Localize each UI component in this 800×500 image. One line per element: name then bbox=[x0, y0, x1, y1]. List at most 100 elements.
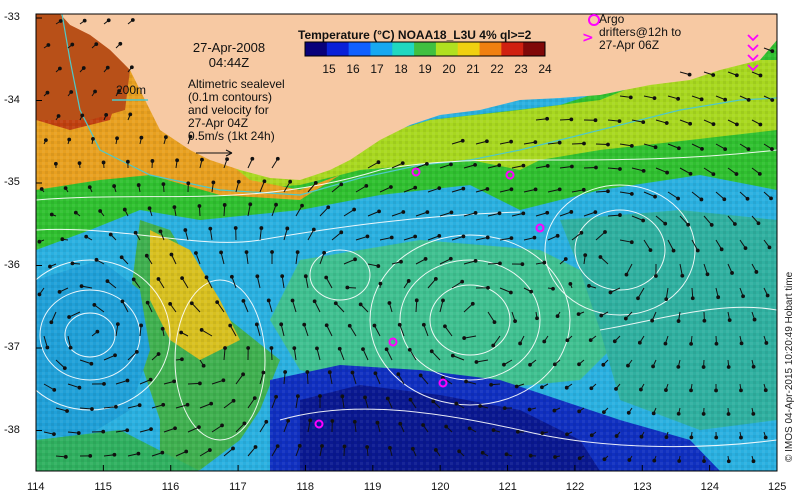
velocity-arrow-head bbox=[208, 226, 213, 231]
velocity-arrow bbox=[115, 324, 119, 337]
velocity-arrow-head bbox=[663, 221, 668, 226]
velocity-arrow-head bbox=[425, 210, 430, 215]
velocity-arrow bbox=[667, 143, 680, 149]
velocity-arrow-head bbox=[444, 424, 449, 429]
velocity-arrow bbox=[247, 397, 256, 409]
velocity-arrow-head bbox=[236, 179, 241, 184]
velocity-arrow bbox=[487, 262, 501, 265]
velocity-arrow-head bbox=[460, 279, 465, 284]
velocity-arrow-head bbox=[378, 281, 383, 286]
velocity-arrow bbox=[175, 404, 188, 409]
velocity-arrow-head bbox=[209, 401, 214, 406]
velocity-arrow-head bbox=[122, 207, 127, 212]
velocity-arrow-head bbox=[199, 328, 204, 332]
velocity-arrow bbox=[367, 210, 380, 217]
velocity-arrow-head bbox=[115, 136, 119, 141]
velocity-arrow bbox=[439, 211, 452, 217]
velocity-arrow-head bbox=[513, 319, 517, 324]
velocity-arrow-head bbox=[443, 324, 447, 329]
velocity-arrow-head bbox=[751, 364, 756, 369]
velocity-arrow bbox=[223, 400, 234, 409]
velocity-arrow bbox=[305, 276, 309, 289]
velocity-arrow bbox=[187, 382, 200, 385]
velocity-arrow bbox=[463, 164, 476, 169]
velocity-arrow-head bbox=[161, 402, 166, 407]
velocity-arrow-head bbox=[751, 459, 756, 464]
velocity-arrow-head bbox=[485, 187, 490, 191]
velocity-arrow bbox=[339, 348, 345, 361]
velocity-arrow-head bbox=[754, 270, 759, 274]
velocity-arrow bbox=[415, 163, 428, 169]
velocity-arrow-head bbox=[545, 210, 550, 215]
legend-line: 27-Apr 04Z bbox=[188, 116, 249, 130]
velocity-arrow bbox=[439, 163, 452, 169]
velocity-arrow-head bbox=[150, 159, 155, 163]
velocity-arrow-head bbox=[339, 182, 344, 187]
x-tick-label: 123 bbox=[633, 481, 652, 493]
x-tick-label: 118 bbox=[296, 481, 314, 493]
velocity-arrow bbox=[43, 383, 55, 391]
contour-ring bbox=[429, 284, 511, 356]
velocity-arrow-head bbox=[577, 362, 581, 367]
x-tick-label: 115 bbox=[94, 481, 112, 493]
contour-ring bbox=[64, 312, 116, 358]
argo-drifters bbox=[314, 167, 545, 429]
velocity-arrow-head bbox=[322, 250, 327, 255]
velocity-arrow bbox=[391, 211, 404, 217]
datetime-time: 04:44Z bbox=[208, 55, 250, 70]
velocity-arrow-head bbox=[45, 345, 50, 350]
velocity-arrow-head bbox=[739, 388, 743, 393]
velocity-arrow-head bbox=[533, 140, 538, 145]
velocity-arrow-head bbox=[364, 183, 369, 188]
velocity-arrow-head bbox=[286, 418, 291, 423]
velocity-arrow-head bbox=[581, 187, 586, 192]
velocity-arrow-head bbox=[318, 394, 322, 398]
velocity-arrow bbox=[283, 228, 288, 241]
velocity-arrow-head bbox=[527, 407, 532, 412]
velocity-arrow-head bbox=[361, 347, 365, 351]
velocity-arrow-head bbox=[261, 370, 266, 375]
velocity-arrow-head bbox=[119, 255, 124, 260]
velocity-arrow-head bbox=[491, 428, 496, 433]
velocity-arrow bbox=[487, 212, 500, 217]
velocity-arrow bbox=[256, 276, 261, 289]
velocity-arrow bbox=[427, 187, 440, 193]
velocity-arrow-head bbox=[311, 227, 316, 232]
velocity-arrow-head bbox=[147, 206, 152, 211]
velocity-arrow-head bbox=[756, 221, 761, 226]
velocity-arrow bbox=[631, 119, 644, 123]
velocity-arrow bbox=[127, 404, 140, 409]
velocity-arrow-head bbox=[764, 341, 769, 345]
velocity-arrow bbox=[631, 215, 644, 221]
velocity-arrow bbox=[103, 406, 116, 409]
velocity-arrow-head bbox=[583, 253, 588, 258]
velocity-arrow-head bbox=[509, 187, 514, 192]
velocity-arrow bbox=[637, 287, 645, 299]
velocity-arrow-head bbox=[677, 459, 682, 463]
velocity-arrow-head bbox=[399, 259, 403, 264]
velocity-arrow-head bbox=[82, 18, 87, 23]
velocity-arrow-head bbox=[723, 97, 728, 102]
velocity-arrow bbox=[329, 372, 333, 385]
velocity-arrow-head bbox=[279, 322, 284, 327]
velocity-arrow bbox=[103, 354, 116, 361]
velocity-arrow bbox=[626, 263, 633, 275]
velocity-arrow bbox=[280, 324, 285, 337]
velocity-arrow-head bbox=[225, 157, 229, 161]
velocity-arrow bbox=[571, 232, 582, 241]
x-tick-label: 120 bbox=[431, 481, 450, 493]
velocity-arrow bbox=[43, 335, 48, 348]
velocity-arrow-head bbox=[81, 66, 86, 70]
velocity-arrow bbox=[679, 263, 683, 276]
velocity-arrow-head bbox=[172, 379, 177, 384]
velocity-arrow bbox=[619, 239, 632, 243]
velocity-arrow-head bbox=[686, 222, 691, 227]
velocity-arrow-head bbox=[606, 142, 610, 147]
velocity-arrow-head bbox=[504, 452, 509, 457]
velocity-arrow-head bbox=[594, 165, 598, 170]
velocity-arrow-head bbox=[303, 274, 308, 279]
velocity-arrow-head bbox=[552, 362, 557, 367]
velocity-arrow-head bbox=[269, 346, 274, 350]
velocity-arrow bbox=[223, 448, 234, 457]
colorbar-label: 24 bbox=[538, 62, 552, 76]
